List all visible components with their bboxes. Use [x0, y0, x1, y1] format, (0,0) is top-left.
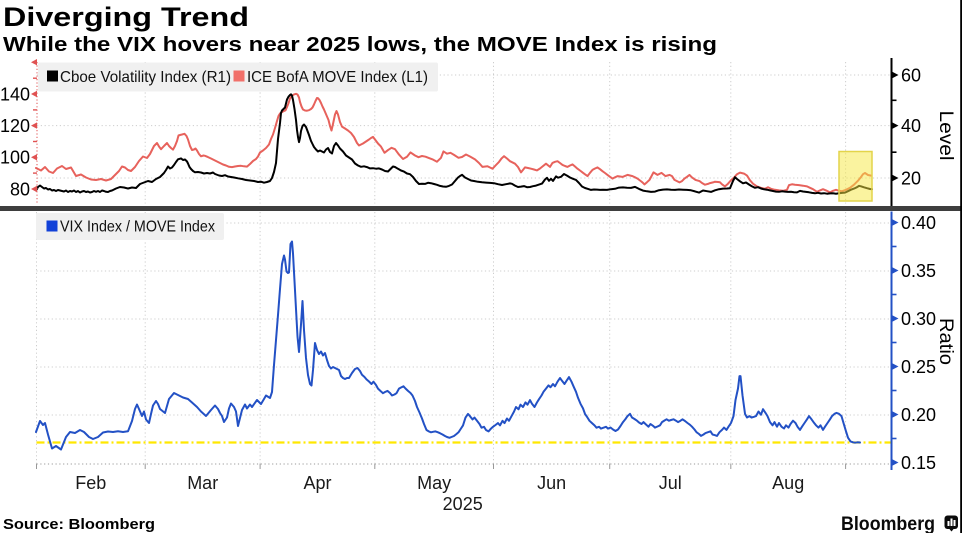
svg-text:120: 120 — [0, 116, 30, 136]
svg-text:0.25: 0.25 — [901, 357, 936, 377]
svg-text:0.30: 0.30 — [901, 309, 936, 329]
svg-text:Jul: Jul — [659, 473, 682, 493]
svg-text:80: 80 — [10, 179, 30, 199]
svg-text:0.15: 0.15 — [901, 453, 936, 473]
svg-text:40: 40 — [901, 116, 921, 136]
svg-text:Jun: Jun — [537, 473, 566, 493]
svg-text:100: 100 — [0, 148, 30, 168]
svg-text:Feb: Feb — [75, 473, 106, 493]
svg-text:60: 60 — [901, 65, 921, 85]
svg-text:Bloomberg: Bloomberg — [841, 514, 935, 533]
svg-text:Cboe Volatility Index (R1): Cboe Volatility Index (R1) — [60, 69, 231, 86]
svg-text:ICE BofA MOVE Index (L1): ICE BofA MOVE Index (L1) — [247, 69, 428, 86]
svg-text:0.20: 0.20 — [901, 405, 936, 425]
svg-text:0.35: 0.35 — [901, 261, 936, 281]
svg-text:0.40: 0.40 — [901, 213, 936, 233]
svg-text:Mar: Mar — [187, 473, 218, 493]
svg-text:May: May — [417, 473, 451, 493]
svg-text:20: 20 — [901, 168, 921, 188]
svg-text:140: 140 — [0, 84, 30, 104]
svg-text:Source: Bloomberg: Source: Bloomberg — [3, 516, 155, 533]
svg-text:Ratio: Ratio — [935, 318, 956, 365]
svg-text:VIX Index / MOVE Index: VIX Index / MOVE Index — [60, 219, 215, 236]
svg-text:2025: 2025 — [443, 494, 483, 514]
svg-text:Level: Level — [935, 111, 956, 161]
svg-text:Diverging Trend: Diverging Trend — [3, 2, 249, 32]
svg-text:Apr: Apr — [303, 473, 331, 493]
svg-text:While the VIX hovers near 2025: While the VIX hovers near 2025 lows, the… — [3, 34, 717, 56]
svg-text:Aug: Aug — [772, 473, 804, 493]
